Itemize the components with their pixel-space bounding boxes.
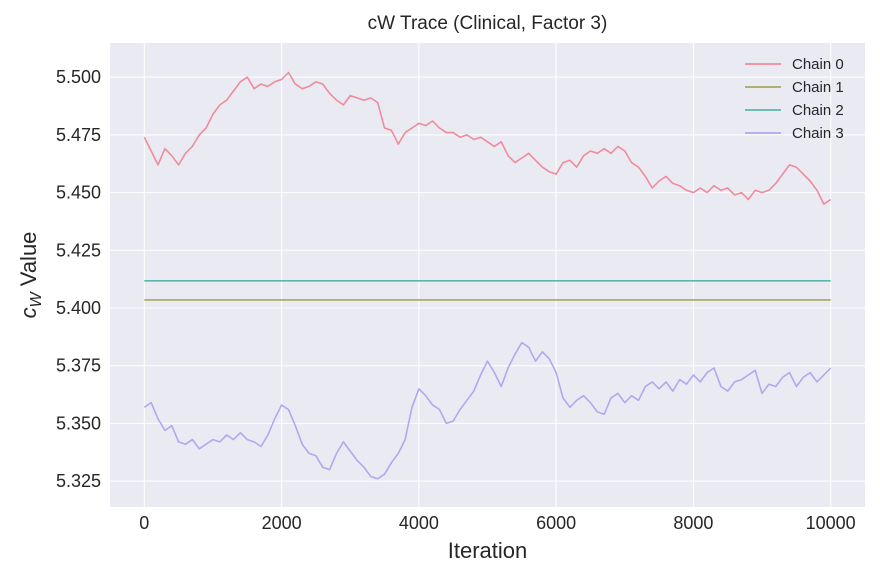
plot-area	[110, 43, 865, 507]
y-tick-label: 5.400	[56, 298, 101, 318]
y-axis-title: cW Value	[16, 232, 45, 319]
x-tick-label: 4000	[399, 513, 439, 533]
legend-label: Chain 3	[792, 125, 844, 142]
y-tick-label: 5.500	[56, 67, 101, 87]
legend-label: Chain 2	[792, 102, 844, 119]
y-axis-text: Value	[16, 232, 41, 293]
y-tick-label: 5.425	[56, 240, 101, 260]
legend-label: Chain 0	[792, 56, 844, 73]
y-tick-label: 5.350	[56, 413, 101, 433]
series-lines	[143, 71, 832, 480]
legend-label: Chain 1	[792, 79, 844, 96]
legend: Chain 0 Chain 1 Chain 2 Chain 3	[745, 56, 844, 142]
y-tick-labels: 5.325 5.350 5.375 5.400 5.425 5.450 5.475 5.500	[56, 67, 101, 491]
y-axis-subscript: W	[28, 290, 45, 307]
series-line-chain-0	[143, 71, 832, 205]
x-tick-labels: 0 2000 4000 6000 8000 10000	[139, 513, 855, 533]
y-tick-label: 5.450	[56, 183, 101, 203]
x-tick-label: 0	[139, 513, 149, 533]
y-tick-label: 5.475	[56, 125, 101, 145]
x-tick-label: 10000	[806, 513, 856, 533]
grid-lines	[110, 43, 865, 507]
series-line-chain-3	[143, 341, 832, 480]
x-tick-label: 2000	[262, 513, 302, 533]
chart-title: cW Trace (Clinical, Factor 3)	[368, 13, 608, 34]
y-tick-label: 5.325	[56, 471, 101, 491]
y-tick-label: 5.375	[56, 356, 101, 376]
x-axis-title: Iteration	[448, 538, 528, 563]
x-tick-label: 6000	[536, 513, 576, 533]
y-axis-symbol: c	[16, 307, 41, 318]
x-tick-label: 8000	[673, 513, 713, 533]
